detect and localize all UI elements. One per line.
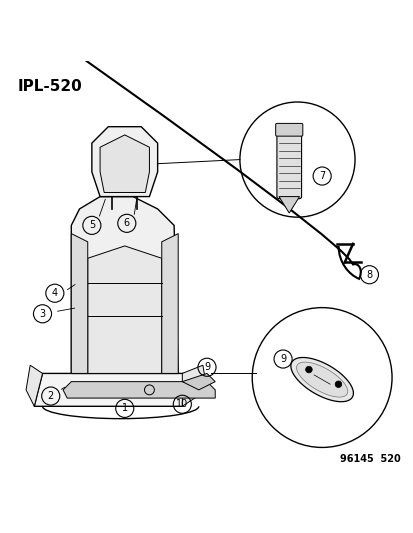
PathPatch shape xyxy=(63,382,215,398)
Text: 7: 7 xyxy=(318,171,325,181)
Polygon shape xyxy=(290,358,353,402)
Text: 96145  520: 96145 520 xyxy=(339,454,399,464)
FancyBboxPatch shape xyxy=(275,124,302,136)
Text: IPL-520: IPL-520 xyxy=(18,79,82,94)
Text: 9: 9 xyxy=(204,362,209,372)
Text: 3: 3 xyxy=(39,309,45,319)
Text: 4: 4 xyxy=(52,288,58,298)
Circle shape xyxy=(305,366,311,373)
Text: 10: 10 xyxy=(176,399,188,409)
PathPatch shape xyxy=(26,365,43,406)
PathPatch shape xyxy=(182,365,206,406)
PathPatch shape xyxy=(100,135,149,192)
Text: 9: 9 xyxy=(279,354,285,364)
Text: 2: 2 xyxy=(47,391,54,401)
Polygon shape xyxy=(296,362,347,397)
Text: 5: 5 xyxy=(88,220,95,230)
PathPatch shape xyxy=(88,246,161,374)
PathPatch shape xyxy=(71,233,88,374)
PathPatch shape xyxy=(92,127,157,197)
FancyBboxPatch shape xyxy=(276,129,301,199)
Circle shape xyxy=(335,381,341,387)
Text: 1: 1 xyxy=(121,403,128,414)
PathPatch shape xyxy=(71,197,178,374)
PathPatch shape xyxy=(161,233,178,374)
Text: 6: 6 xyxy=(123,219,130,228)
Text: 8: 8 xyxy=(366,270,372,280)
Polygon shape xyxy=(278,197,299,213)
PathPatch shape xyxy=(34,374,198,406)
PathPatch shape xyxy=(182,374,215,390)
